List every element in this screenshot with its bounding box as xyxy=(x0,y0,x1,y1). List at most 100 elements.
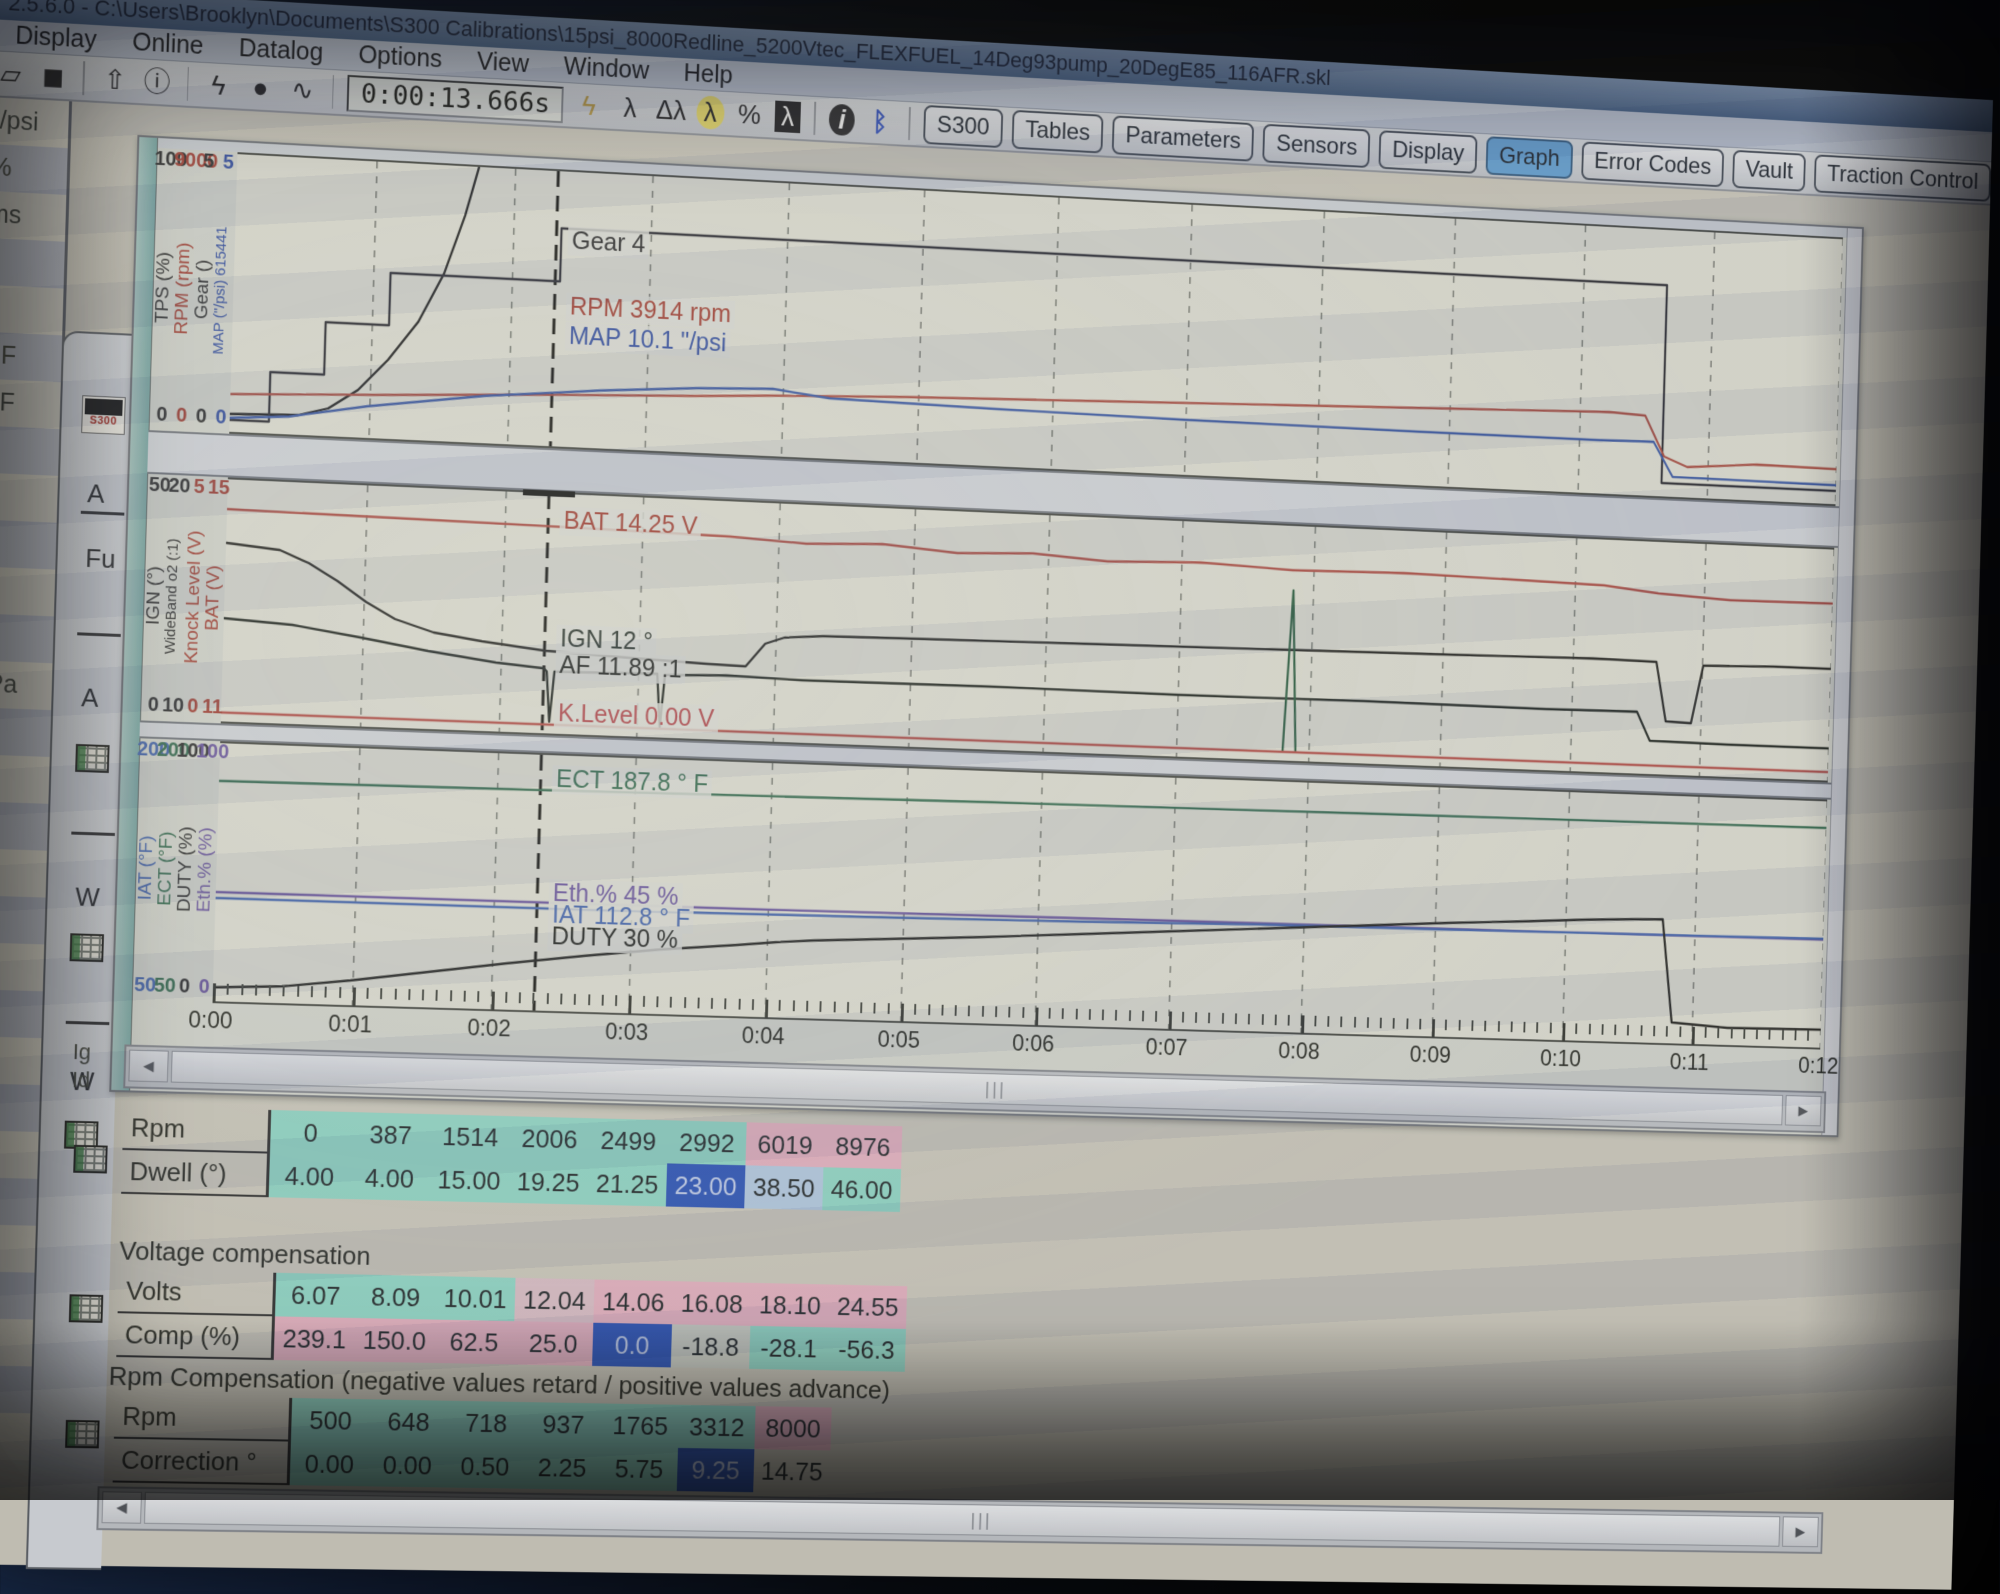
bluetooth-icon[interactable]: ᛒ xyxy=(871,106,889,137)
sensor-row[interactable] xyxy=(0,237,65,289)
help-info-icon[interactable]: i xyxy=(828,103,856,137)
tab-display[interactable]: Display xyxy=(1378,130,1478,174)
percent-icon[interactable]: % xyxy=(737,99,762,131)
table-cell[interactable]: 24.55 xyxy=(828,1284,908,1329)
sensor-row[interactable]: ff xyxy=(0,1129,39,1179)
table-cell[interactable]: 2.25 xyxy=(522,1445,602,1490)
table-cell[interactable]: 25.0 xyxy=(513,1321,594,1366)
panel-item-w[interactable]: W xyxy=(74,881,101,913)
table-cell[interactable]: -56.3 xyxy=(827,1327,906,1372)
delta-lambda-icon[interactable]: Δλ xyxy=(655,94,687,126)
table-cell[interactable]: 23.00 xyxy=(665,1163,746,1209)
table-cell[interactable]: 4.00 xyxy=(268,1153,351,1200)
sensor-row[interactable]: ff xyxy=(0,988,43,1039)
table-cell[interactable]: 9.25 xyxy=(676,1447,755,1493)
sensor-row[interactable]: ff xyxy=(0,1223,36,1273)
menu-help[interactable]: Help xyxy=(683,59,734,90)
table-cell[interactable]: 14.75 xyxy=(760,1455,824,1486)
bottom-scrollbar-thumb[interactable]: ||| xyxy=(143,1491,1781,1547)
sensor-row[interactable]: kPa xyxy=(0,660,53,711)
upload-rom-icon[interactable]: ⇧ xyxy=(103,64,127,96)
table-cell[interactable]: 18.10 xyxy=(750,1282,830,1328)
table-cell[interactable]: 0.00 xyxy=(367,1442,447,1488)
sensor-row[interactable]: ff xyxy=(0,1317,34,1367)
new-doc-icon[interactable]: ▱ xyxy=(0,58,22,90)
sensor-row[interactable]: ms xyxy=(0,190,67,242)
menu-datalog[interactable]: Datalog xyxy=(238,34,324,67)
table-cell[interactable]: -18.8 xyxy=(670,1324,751,1369)
sensor-row[interactable]: ff xyxy=(0,895,46,945)
flash-lambda-icon[interactable]: ϟ xyxy=(581,90,597,122)
table-cell[interactable]: 10.01 xyxy=(434,1276,516,1322)
table-cell[interactable]: 21.25 xyxy=(587,1161,668,1207)
table-cell[interactable]: 0 xyxy=(269,1110,352,1156)
table-cell[interactable]: 648 xyxy=(369,1399,449,1445)
sensor-row[interactable]: V xyxy=(0,707,52,757)
save-file-icon[interactable]: ◼ xyxy=(41,60,65,93)
table-cell[interactable]: -28.1 xyxy=(749,1325,829,1371)
menu-online[interactable]: Online xyxy=(131,28,204,60)
scroll-left-arrow[interactable]: ◄ xyxy=(128,1049,169,1083)
table-cell[interactable]: 937 xyxy=(524,1402,603,1447)
table-cell[interactable]: 16.08 xyxy=(672,1281,752,1326)
sensor-row[interactable]: V xyxy=(0,425,60,476)
lambda-icon[interactable]: λ xyxy=(623,93,637,124)
sensor-row[interactable]: ff xyxy=(0,848,47,898)
sensor-row[interactable]: ff xyxy=(0,1082,41,1132)
bottom-scroll-right-arrow[interactable]: ► xyxy=(1782,1516,1819,1548)
table-cell[interactable]: 8.09 xyxy=(355,1274,437,1320)
sensor-row[interactable]: ff xyxy=(0,1270,35,1320)
trace-curve-icon[interactable]: ∿ xyxy=(290,74,314,106)
panel-table-icon[interactable] xyxy=(75,743,110,774)
rpm-comp-table-icon[interactable] xyxy=(65,1419,100,1449)
stop-datalog-icon[interactable]: ● xyxy=(252,72,269,104)
table-cell[interactable]: 150.0 xyxy=(353,1317,435,1363)
table-cell[interactable]: 0.50 xyxy=(445,1444,525,1489)
table-cell[interactable]: 6.07 xyxy=(274,1272,357,1318)
sensor-row[interactable]: % xyxy=(0,143,68,195)
table-cell[interactable]: 14.06 xyxy=(593,1279,674,1325)
table-cell[interactable]: 718 xyxy=(446,1400,526,1446)
table-cell[interactable]: 62.5 xyxy=(433,1319,515,1365)
panel-item-fu[interactable]: Fu xyxy=(84,542,116,575)
info-icon[interactable]: ⓘ xyxy=(143,66,171,98)
tab-vault[interactable]: Vault xyxy=(1732,149,1807,192)
tab-traction-control[interactable]: Traction Control xyxy=(1813,154,1992,202)
menu-options[interactable]: Options xyxy=(357,40,443,74)
table-cell[interactable]: 5.75 xyxy=(600,1446,679,1492)
table-cell[interactable]: 0.0 xyxy=(592,1322,673,1368)
bottom-horizontal-scrollbar[interactable]: ◄ ► ||| xyxy=(96,1486,1824,1554)
tab-tables[interactable]: Tables xyxy=(1011,109,1104,154)
table-cell[interactable]: 15.00 xyxy=(428,1157,510,1203)
table-cell[interactable]: 1514 xyxy=(429,1114,511,1160)
table-cell[interactable]: 46.00 xyxy=(822,1167,902,1212)
tab-s300[interactable]: S300 xyxy=(922,104,1004,149)
sensor-row[interactable]: ff xyxy=(0,801,49,851)
panel-item-a[interactable]: A xyxy=(86,478,105,509)
sensor-row[interactable]: ff xyxy=(0,942,45,992)
sensor-row[interactable] xyxy=(0,566,56,617)
voltage-table-icon[interactable] xyxy=(68,1294,104,1323)
table-cell[interactable]: 8000 xyxy=(754,1406,832,1451)
tab-sensors[interactable]: Sensors xyxy=(1262,123,1371,169)
tab-graph[interactable]: Graph xyxy=(1485,136,1574,180)
sensor-row[interactable]: ° F xyxy=(0,378,61,430)
panel-item-a[interactable]: A xyxy=(80,682,99,713)
table-cell[interactable]: 6019 xyxy=(745,1122,825,1168)
sensor-row[interactable]: n xyxy=(0,1364,32,1414)
scroll-right-arrow[interactable]: ► xyxy=(1784,1095,1822,1127)
table-cell[interactable]: 1765 xyxy=(601,1403,680,1448)
sensor-row[interactable] xyxy=(0,284,64,336)
table-cell[interactable]: 3312 xyxy=(678,1404,756,1450)
sensor-row[interactable]: V xyxy=(0,613,54,664)
menu-view[interactable]: View xyxy=(476,47,530,79)
sensor-row[interactable] xyxy=(0,1411,31,1461)
bottom-scroll-left-arrow[interactable]: ◄ xyxy=(101,1491,142,1524)
table-cell[interactable]: 12.04 xyxy=(514,1277,595,1323)
tab-parameters[interactable]: Parameters xyxy=(1112,115,1255,162)
table-cell[interactable]: 2006 xyxy=(509,1116,590,1162)
sensor-row[interactable]: ff xyxy=(0,1035,42,1086)
lambda-circle-icon[interactable]: λ xyxy=(695,95,725,131)
sensor-row[interactable] xyxy=(0,472,59,523)
dwell-table-icon[interactable] xyxy=(73,1144,108,1174)
